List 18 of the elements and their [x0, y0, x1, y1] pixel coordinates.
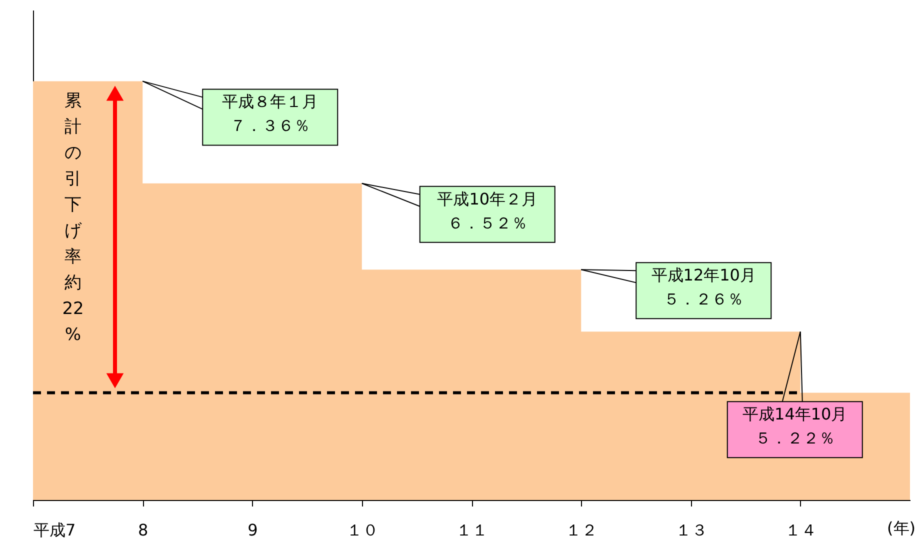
annotation: ６．５２％ [447, 213, 528, 232]
x-tick-label: １３ [675, 520, 708, 540]
x-tick-label: １０ [346, 520, 378, 540]
annotation: ５．２２％ [754, 428, 835, 448]
x-tick-label: １２ [566, 520, 598, 540]
annotation: 平成12年10月 [651, 266, 756, 285]
x-tick-label: １４ [784, 520, 817, 540]
annotation: ７．３６％ [230, 116, 310, 136]
annotation: ５．２６％ [664, 290, 744, 309]
x-tick-label: 8 [138, 520, 148, 540]
annotation: 平成10年２月 [437, 189, 538, 208]
text: 累計の引下げ率約22% [62, 91, 84, 346]
x-tick-label: 9 [248, 520, 258, 540]
x-tick-label: 平成7 [34, 520, 76, 540]
annotation: 平成８年１月 [222, 92, 318, 112]
x-axis-title: (年) [887, 518, 915, 538]
annotation: 平成14年10月 [742, 404, 848, 424]
x-tick-label: １１ [456, 520, 488, 540]
